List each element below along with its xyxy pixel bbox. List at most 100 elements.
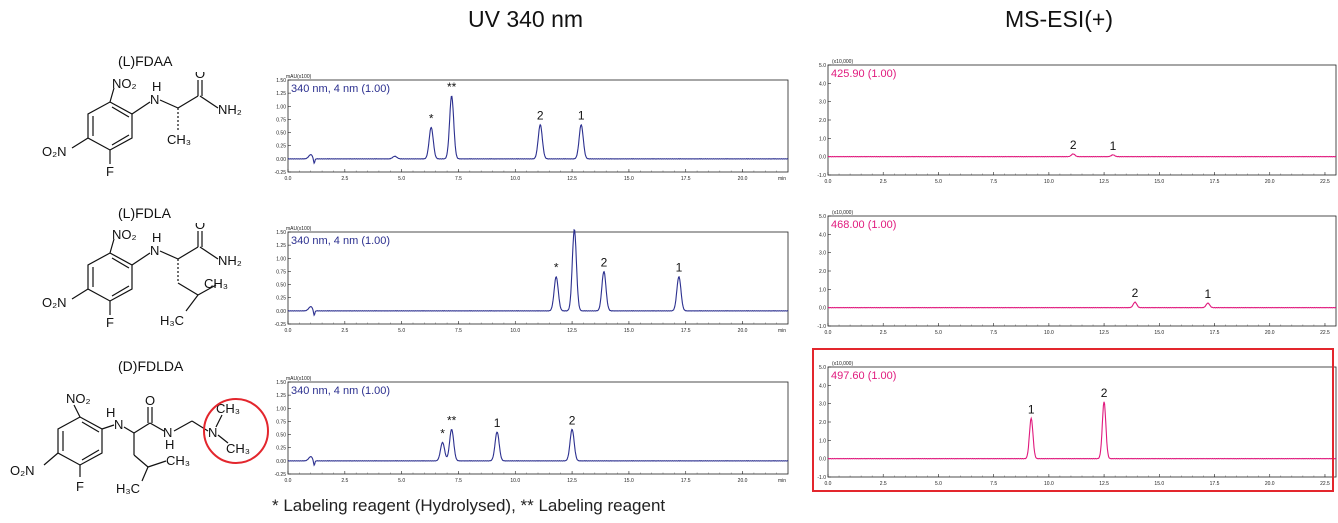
reagent-name-fdlda: (D)FDLDA bbox=[118, 358, 184, 374]
peak-label: 2 bbox=[569, 413, 576, 427]
n-label: N bbox=[150, 243, 159, 258]
peak-label: 2 bbox=[1132, 286, 1139, 300]
x-tick-label: 17.5 bbox=[1210, 481, 1220, 487]
x-unit-label: min bbox=[778, 328, 786, 334]
x-tick-label: 12.5 bbox=[567, 478, 577, 484]
n-label: N bbox=[150, 92, 159, 107]
f-label: F bbox=[106, 315, 114, 330]
y-tick-label: 3.0 bbox=[819, 251, 826, 257]
y-unit-label: mAU(x100) bbox=[286, 226, 312, 232]
uv-column-title: UV 340 nm bbox=[468, 6, 584, 32]
trace-legend: 340 nm, 4 nm (1.00) bbox=[291, 235, 390, 247]
nh2-label: NH₂ bbox=[218, 102, 242, 117]
y-tick-label: 0.50 bbox=[276, 283, 286, 289]
fdla-structure: NO₂ N H CH₃ H₃C O NH₂ O₂N F bbox=[42, 223, 242, 330]
o-label: O bbox=[195, 223, 205, 232]
peak-label: * bbox=[440, 426, 445, 440]
y-tick-label: 0.25 bbox=[276, 296, 286, 302]
x-tick-label: 0.0 bbox=[285, 478, 292, 484]
peak-label: 1 bbox=[1110, 139, 1117, 153]
x-tick-label: 5.0 bbox=[398, 478, 405, 484]
y-tick-label: 0.00 bbox=[276, 309, 286, 315]
trace-legend: 340 nm, 4 nm (1.00) bbox=[291, 385, 390, 397]
trace-legend: 497.60 (1.00) bbox=[831, 370, 896, 382]
y-tick-label: 1.25 bbox=[276, 91, 286, 97]
n-label: N bbox=[163, 425, 172, 440]
dimethylamine-highlight-circle bbox=[203, 398, 269, 464]
reagent-name-fdaa: (L)FDAA bbox=[118, 53, 173, 69]
ch3-label: CH₃ bbox=[226, 441, 250, 456]
peak-label: ** bbox=[447, 80, 457, 94]
peak-label: 2 bbox=[1070, 138, 1077, 152]
y-tick-label: 0.50 bbox=[276, 433, 286, 439]
y-tick-label: 0.00 bbox=[276, 459, 286, 465]
x-tick-label: 22.5 bbox=[1320, 179, 1330, 185]
x-tick-label: 5.0 bbox=[398, 176, 405, 182]
h-label: H bbox=[106, 405, 115, 420]
y-unit-label: mAU(x100) bbox=[286, 74, 312, 80]
x-tick-label: 20.0 bbox=[1265, 179, 1275, 185]
x-tick-label: 5.0 bbox=[935, 179, 942, 185]
h-label: H bbox=[152, 230, 161, 245]
chromatogram-trace bbox=[287, 228, 789, 317]
x-tick-label: 7.5 bbox=[990, 330, 997, 336]
peak-label: 1 bbox=[578, 109, 585, 123]
y-tick-label: 1.0 bbox=[819, 438, 826, 444]
peak-label: 1 bbox=[1205, 287, 1212, 301]
trace-legend: 468.00 (1.00) bbox=[831, 219, 896, 231]
y-tick-label: 0.0 bbox=[819, 306, 826, 312]
y-tick-label: -0.25 bbox=[275, 322, 287, 328]
f-label: F bbox=[76, 479, 84, 494]
x-tick-label: 22.5 bbox=[1320, 481, 1330, 487]
y-tick-label: 1.00 bbox=[276, 104, 286, 110]
y-tick-label: 4.0 bbox=[819, 81, 826, 87]
y-tick-label: 5.0 bbox=[819, 214, 826, 220]
peak-label: * bbox=[429, 111, 434, 125]
uv-chromatogram-fdlda: mAU(x100)1.50 1.25 1.00 0.75 0.50 0.25 0.00 -0.… bbox=[275, 376, 789, 484]
y-tick-label: -1.0 bbox=[817, 173, 826, 179]
ch3-label: CH₃ bbox=[167, 132, 191, 147]
y-tick-label: 0.75 bbox=[276, 269, 286, 275]
peak-label: 2 bbox=[537, 109, 544, 123]
x-tick-label: 12.5 bbox=[1099, 179, 1109, 185]
y-tick-label: 0.25 bbox=[276, 144, 286, 150]
y-tick-label: -1.0 bbox=[817, 324, 826, 330]
h3c-label: H₃C bbox=[116, 481, 140, 496]
y-tick-label: 1.50 bbox=[276, 380, 286, 386]
x-tick-label: 20.0 bbox=[738, 478, 748, 484]
peak-label: 2 bbox=[601, 255, 608, 269]
trace-legend: 425.90 (1.00) bbox=[831, 68, 896, 80]
y-tick-label: 0.00 bbox=[276, 157, 286, 163]
x-tick-label: 12.5 bbox=[567, 176, 577, 182]
x-tick-label: 12.5 bbox=[567, 328, 577, 334]
chromatogram-trace bbox=[827, 301, 1337, 309]
x-tick-label: 0.0 bbox=[825, 330, 832, 336]
x-tick-label: 15.0 bbox=[624, 478, 634, 484]
o-label: O bbox=[195, 72, 205, 81]
uv-chromatogram-fdla: mAU(x100)1.50 1.25 1.00 0.75 0.50 0.25 0.00 -0.… bbox=[275, 222, 789, 334]
x-tick-label: 15.0 bbox=[624, 328, 634, 334]
trace-legend: 340 nm, 4 nm (1.00) bbox=[291, 83, 390, 95]
x-tick-label: 0.0 bbox=[825, 481, 832, 487]
ms-chromatogram-fdlda: (x10,000)5.04.03.02.01.00.0-1.00.0 2.5 5.0… bbox=[817, 361, 1337, 487]
reagent-name-fdla: (L)FDLA bbox=[118, 205, 171, 221]
h-label: H bbox=[152, 79, 161, 94]
peak-label: ** bbox=[570, 222, 580, 227]
x-tick-label: 17.5 bbox=[1210, 330, 1220, 336]
no2-label: NO₂ bbox=[66, 391, 91, 406]
fdlda-structure: NO₂ N H CH₃ H₃C O N H N CH₃ CH₃ O₂N F bbox=[10, 391, 269, 496]
x-tick-label: 10.0 bbox=[1044, 179, 1054, 185]
y-tick-label: 5.0 bbox=[819, 63, 826, 69]
x-tick-label: 0.0 bbox=[825, 179, 832, 185]
y-tick-label: 1.00 bbox=[276, 256, 286, 262]
y-unit-label: (x10,000) bbox=[832, 59, 853, 65]
peak-label: 1 bbox=[494, 416, 501, 430]
uv-chromatogram-fdaa: mAU(x100)1.50 1.25 1.00 0.75 0.50 0.25 0.00 -0.… bbox=[275, 74, 789, 182]
y-tick-label: 4.0 bbox=[819, 383, 826, 389]
y-tick-label: 1.25 bbox=[276, 393, 286, 399]
y-tick-label: 1.50 bbox=[276, 78, 286, 84]
x-tick-label: 10.0 bbox=[1044, 481, 1054, 487]
footnote: * Labeling reagent (Hydrolysed), ** Labe… bbox=[272, 496, 666, 515]
o-label: O bbox=[145, 393, 155, 408]
y-tick-label: 1.0 bbox=[819, 287, 826, 293]
